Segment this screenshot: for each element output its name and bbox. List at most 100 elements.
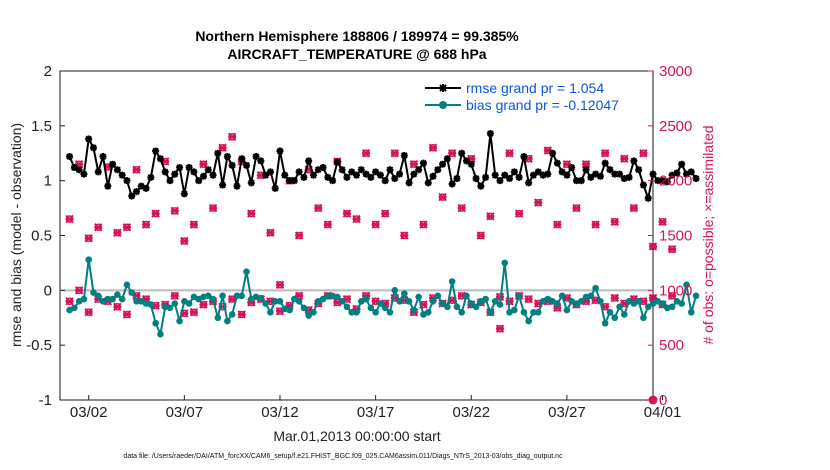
bias-point [511, 306, 518, 314]
rmse-point [587, 173, 595, 181]
bias-point [90, 289, 97, 296]
rmse-point [510, 168, 518, 176]
rmse-point [549, 149, 557, 157]
rmse-point [171, 170, 179, 178]
obs-possible-point [324, 220, 332, 229]
bias-point [448, 278, 456, 285]
rmse-point [353, 171, 360, 179]
bias-point [520, 308, 528, 316]
y-axis-label: rmse and bias (model - observation) [8, 123, 24, 347]
rmse-point [70, 164, 78, 172]
rmse-point [113, 166, 121, 174]
obs-possible-point [610, 294, 619, 302]
bias-point [458, 308, 466, 316]
bias-point [482, 295, 489, 303]
rmse-point [104, 182, 112, 190]
rmse-point [582, 166, 590, 174]
obs-possible-point [237, 310, 246, 319]
bias-point [515, 292, 523, 300]
rmse-point [649, 170, 657, 178]
obs-possible-point [94, 223, 103, 232]
x-tick-label: 03/27 [548, 404, 586, 421]
rmse-point [281, 171, 289, 179]
y-axis-label-right: # of obs: o=possible; ×=assimilated [700, 125, 716, 344]
obs-possible-point [123, 310, 131, 319]
bias-point [683, 281, 690, 289]
obs-possible-point [391, 149, 399, 157]
bias-point [109, 295, 116, 303]
bias-point [453, 303, 461, 311]
obs-possible-point [218, 144, 227, 152]
bias-point [324, 292, 332, 300]
rmse-point [257, 157, 265, 165]
bias-point [563, 306, 571, 314]
rmse-point [223, 153, 231, 161]
rmse-point [214, 149, 222, 157]
obs-possible-point [113, 303, 122, 311]
bias-point [219, 292, 226, 300]
rmse-point [190, 168, 198, 176]
bias-point [367, 304, 375, 312]
obs-possible-point [132, 165, 141, 174]
bias-point [429, 298, 437, 305]
bias-point [577, 298, 585, 305]
legend: rmse grand pr = 1.054 bias grand pr = -0… [425, 80, 619, 113]
obs-possible-point [601, 149, 609, 157]
obs-possible-point [266, 229, 275, 237]
bias-point [640, 314, 647, 322]
rmse-point [338, 166, 346, 174]
bias-point [362, 295, 370, 303]
bias-point [501, 259, 509, 267]
rmse-point [75, 166, 83, 174]
rmse-point [381, 177, 389, 185]
rmse-point [94, 168, 102, 176]
rmse-point [367, 173, 375, 181]
bias-point [410, 306, 418, 314]
bias-point [204, 292, 212, 300]
right-tick-label: 1500 [659, 228, 692, 245]
bias-point [424, 308, 432, 316]
rmse-point [486, 130, 494, 138]
bias-point [338, 298, 346, 305]
obs-possible-point [534, 198, 542, 207]
rmse-point [568, 164, 576, 172]
bias-point [668, 303, 676, 311]
bias-point [391, 287, 399, 294]
bias-point [157, 330, 164, 338]
rmse-point [687, 168, 695, 176]
bias-point [606, 308, 614, 316]
x-axis-label: Mar.01,2013 00:00:00 start [273, 428, 440, 444]
rmse-point [639, 181, 647, 189]
legend-bias-marker [439, 101, 447, 109]
rmse-point [635, 166, 643, 174]
rmse-point [439, 160, 447, 168]
bias-point [94, 292, 102, 300]
rmse-point [243, 161, 251, 169]
bias-point [171, 300, 179, 307]
obs-possible-point [591, 220, 600, 229]
rmse-point [204, 166, 212, 174]
rmse-point [654, 177, 662, 185]
rmse-point [180, 190, 188, 198]
rmse-point [458, 149, 466, 157]
obs-possible-point [209, 204, 217, 212]
bias-point [80, 295, 88, 303]
obs-possible-point [610, 218, 619, 226]
rmse-point [66, 153, 74, 161]
rmse-point [376, 171, 384, 179]
right-axis-ticks: 0 500 1000 1500 2000 2500 3000 [648, 63, 692, 409]
obs-possible-point [477, 231, 485, 240]
right-tick-label: 2000 [659, 173, 692, 190]
rmse-point [506, 174, 514, 182]
obs-possible-point [381, 209, 389, 218]
rmse-point [520, 153, 528, 161]
rmse-point [682, 170, 690, 178]
bias-point [635, 298, 642, 305]
obs-possible-point [151, 209, 160, 218]
rmse-point [534, 168, 542, 176]
obs-possible-point [448, 149, 456, 157]
rmse-point [462, 157, 470, 165]
obs-possible-point [180, 237, 189, 245]
bias-point [467, 300, 475, 307]
x-tick-label: 03/07 [166, 404, 204, 421]
